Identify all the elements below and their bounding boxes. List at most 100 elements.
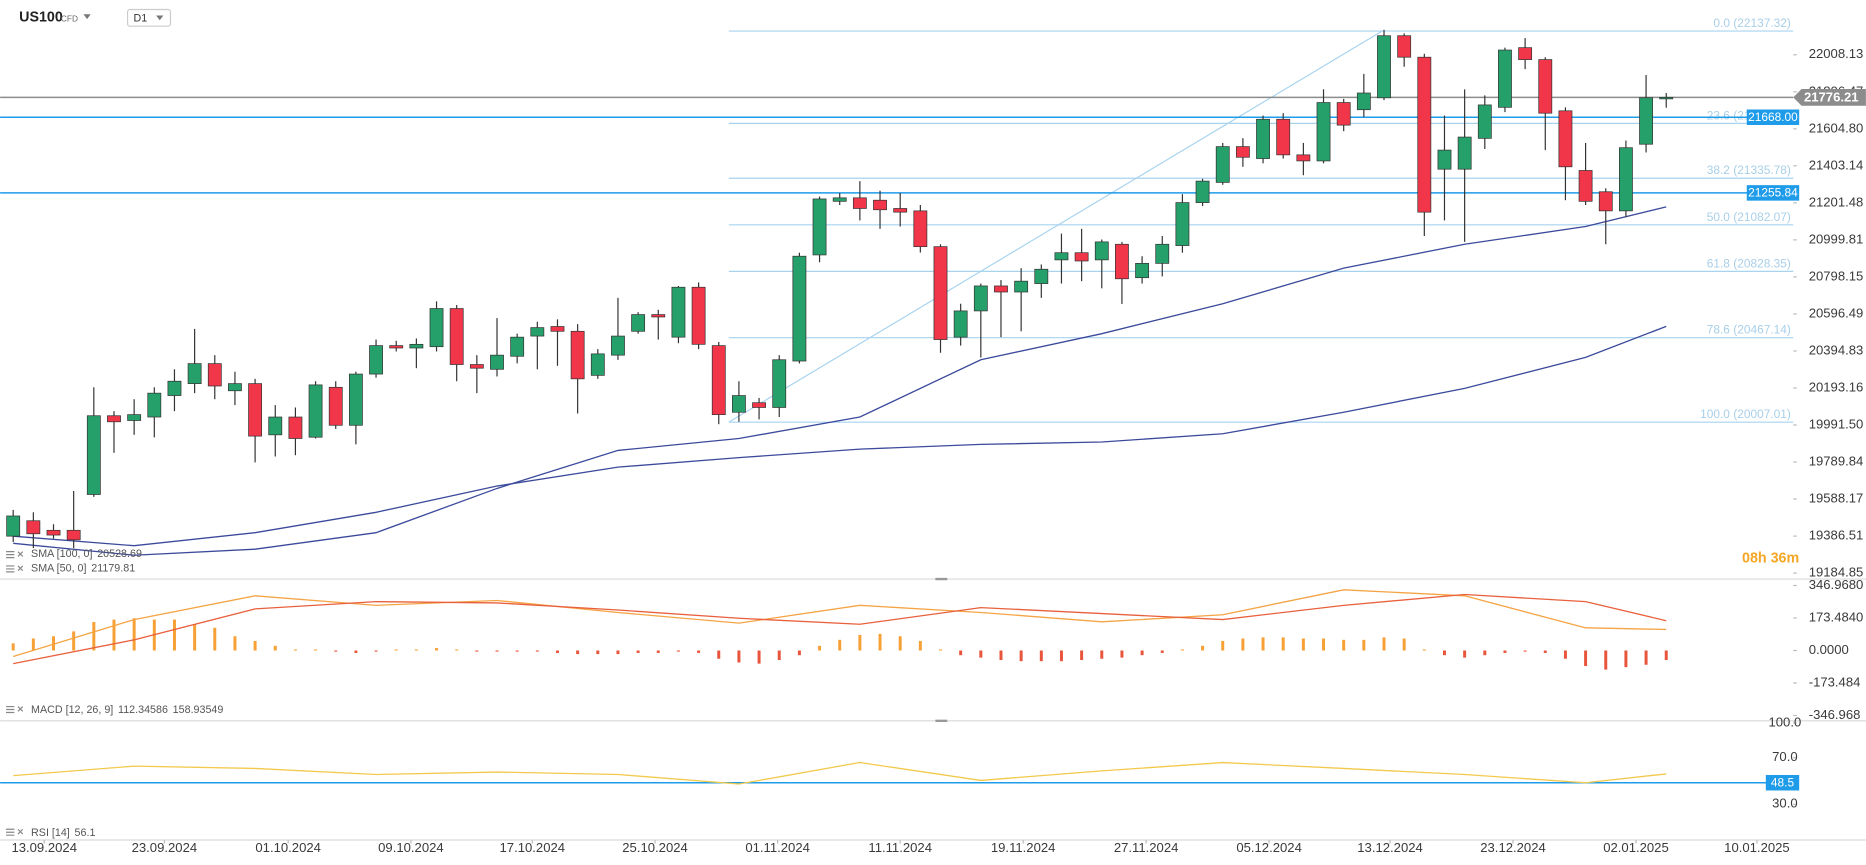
y-tick-label: 20394.83 — [1809, 342, 1864, 357]
histogram-bar — [1362, 639, 1366, 651]
y-tick-label: 100.0 — [1769, 714, 1802, 729]
candle-body — [389, 345, 404, 349]
candle-body — [1175, 202, 1190, 246]
candle-body — [147, 392, 162, 418]
histogram-bar — [1402, 638, 1406, 651]
histogram-bar — [999, 650, 1003, 661]
fib-trend — [728, 30, 1383, 423]
y-tick-label: 346.9680 — [1809, 577, 1864, 592]
y-tick-label: 30.0 — [1772, 796, 1797, 811]
candle-body — [530, 327, 545, 337]
candle-body — [107, 415, 121, 423]
candle-body — [893, 208, 908, 213]
histogram-bar — [92, 622, 96, 651]
candle-body — [409, 343, 424, 349]
candle-body — [772, 359, 787, 408]
histogram-bar — [1483, 650, 1487, 656]
histogram-bar — [1342, 639, 1346, 651]
x-tick-label: 25.10.2024 — [622, 840, 688, 855]
histogram-bar — [717, 650, 721, 659]
candle-body — [510, 336, 525, 357]
legend-icon[interactable] — [6, 705, 24, 714]
legend-text: RSI [14] — [31, 827, 70, 839]
candle-body — [651, 314, 666, 318]
price-box — [1746, 185, 1800, 201]
legend-entry: RSI [14] 56.1 — [31, 827, 95, 839]
candle-body — [1155, 243, 1170, 264]
histogram-bar — [979, 650, 983, 658]
price-box-label: 21255.84 — [1748, 186, 1798, 200]
y-tick-label: 22008.13 — [1809, 46, 1864, 61]
timeframe-selector[interactable]: D1 — [126, 8, 172, 27]
x-tick-label: 10.01.2025 — [1724, 840, 1790, 855]
candle-body — [1558, 110, 1573, 168]
y-tick-label: 70.0 — [1772, 749, 1797, 764]
candle-body — [429, 308, 444, 348]
x-tick-label: 13.12.2024 — [1357, 840, 1423, 855]
histogram-bar — [1503, 650, 1507, 653]
y-tick-label: 19991.50 — [1809, 416, 1864, 431]
symbol-selector[interactable]: US100 CFD — [19, 10, 91, 26]
candle-body — [812, 198, 827, 256]
price-box — [1746, 109, 1800, 125]
candle-body — [86, 415, 101, 495]
histogram-bar — [394, 649, 398, 651]
histogram-bar — [495, 650, 499, 652]
histogram-bar — [1624, 650, 1628, 668]
y-tick-label: 20999.81 — [1809, 231, 1864, 246]
histogram-bar — [1100, 650, 1104, 659]
fib-label: 61.8 (20828.35) — [1707, 256, 1791, 270]
indicator-line — [13, 206, 1667, 556]
histogram-bar — [1180, 649, 1184, 651]
histogram-bar — [334, 650, 338, 652]
histogram-bar — [757, 650, 761, 664]
histogram-bar — [1422, 649, 1426, 651]
candle-body — [1417, 56, 1432, 213]
legend-icon[interactable] — [6, 565, 24, 573]
histogram-bar — [676, 650, 680, 652]
histogram-bar — [858, 634, 862, 651]
candle-body — [187, 363, 202, 384]
indicator-line — [13, 325, 1667, 547]
candle-body — [711, 345, 726, 415]
x-tick-label: 09.10.2024 — [378, 840, 444, 855]
histogram-bar — [1523, 650, 1527, 652]
legend-text: 20528.69 — [97, 548, 142, 560]
candle-body — [1296, 154, 1311, 162]
histogram-bar — [797, 650, 801, 656]
candle-body — [1074, 252, 1089, 262]
candle-body — [1356, 92, 1371, 111]
indicator-line — [13, 593, 1667, 665]
legend-text: SMA [50, 0] — [31, 562, 86, 574]
candle-body — [631, 314, 646, 332]
histogram-bar — [435, 648, 439, 651]
histogram-bar — [414, 649, 418, 651]
histogram-bar — [1584, 650, 1588, 667]
candle-body — [752, 402, 766, 408]
timeframe-box — [126, 8, 172, 27]
legend-icon[interactable] — [6, 551, 24, 559]
candle-body — [268, 416, 283, 436]
candle-body — [490, 354, 504, 370]
histogram-bar — [354, 650, 358, 653]
price-box — [1793, 89, 1866, 106]
candle-body — [1397, 35, 1412, 58]
candle-body — [1598, 191, 1613, 212]
legend-icon[interactable] — [6, 828, 24, 836]
histogram-bar — [132, 618, 136, 651]
y-tick-label: 19789.84 — [1809, 453, 1864, 468]
histogram-bar — [596, 650, 600, 655]
fib-label: 50.0 (21082.07) — [1707, 210, 1791, 224]
histogram-bar — [576, 650, 580, 655]
legend-text: 56.1 — [75, 827, 96, 839]
histogram-bar — [172, 619, 176, 651]
histogram-bar — [1322, 638, 1326, 651]
candle-body — [1437, 149, 1452, 170]
histogram-bar — [959, 650, 963, 656]
timeframe: D1 — [134, 12, 148, 24]
candle-body — [1578, 170, 1593, 202]
candle-body — [913, 210, 928, 248]
x-tick-label: 13.09.2024 — [11, 840, 77, 855]
histogram-bar — [838, 639, 842, 651]
